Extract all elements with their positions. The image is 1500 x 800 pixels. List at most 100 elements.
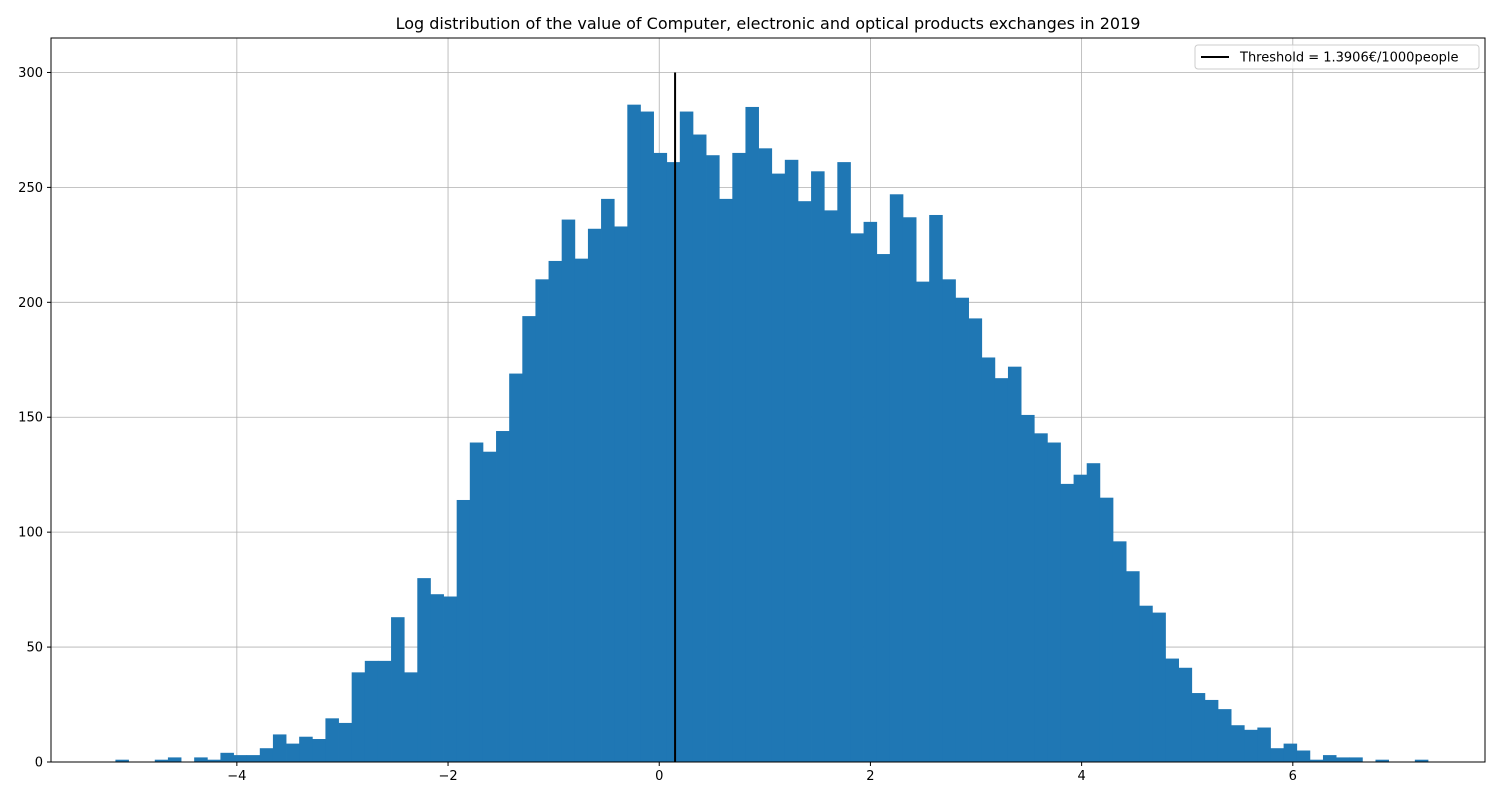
histogram-bar [469, 442, 484, 762]
histogram-bar [561, 219, 576, 763]
histogram-bar [1073, 474, 1088, 762]
histogram-bar [758, 148, 773, 763]
y-tick-label: 200 [18, 296, 43, 311]
histogram-bar [863, 221, 878, 762]
histogram-bar [220, 752, 234, 762]
histogram-bar [1007, 366, 1022, 762]
histogram-bar [1047, 442, 1061, 762]
histogram-bar [404, 672, 418, 762]
histogram-bar [706, 155, 720, 762]
histogram-bar [548, 260, 563, 762]
histogram-bar [1099, 497, 1114, 762]
histogram-bar [876, 254, 891, 763]
histogram-bar [994, 378, 1009, 762]
histogram-bar [351, 672, 366, 762]
histogram-bar [929, 214, 943, 762]
histogram-bar [587, 228, 602, 762]
x-tick-label: 4 [1077, 769, 1085, 784]
histogram-bar [194, 757, 208, 762]
histogram-bar [299, 736, 313, 762]
histogram-bar [233, 755, 248, 762]
histogram-bar [824, 210, 838, 762]
histogram-bar [338, 722, 353, 762]
histogram-bar [115, 759, 129, 762]
histogram-bar [601, 198, 615, 762]
histogram-bar [496, 431, 510, 762]
y-tick-label: 50 [26, 641, 43, 656]
histogram-bar [1270, 748, 1284, 762]
legend: Threshold = 1.3906€/1000people [1194, 44, 1480, 70]
x-tick-label: 2 [866, 769, 874, 784]
histogram-bar [968, 318, 983, 762]
histogram-bar [1244, 729, 1258, 762]
histogram-bar [850, 233, 864, 762]
histogram-bar [916, 281, 930, 762]
histogram-bar [1322, 755, 1337, 762]
histogram-bar [1152, 612, 1166, 762]
histogram-bar [942, 279, 956, 762]
histogram-bar [1204, 699, 1219, 762]
histogram-bar [1349, 757, 1363, 762]
histogram-bar [1336, 757, 1350, 762]
histogram-bar [272, 734, 287, 762]
histogram-bar [745, 106, 759, 762]
histogram-bar [1060, 483, 1074, 762]
histogram-bar [627, 104, 641, 762]
histogram-bar [797, 201, 812, 762]
histogram-bar [981, 357, 996, 762]
histogram-bar [1414, 759, 1429, 762]
histogram-bar [614, 226, 628, 762]
histogram-bar [666, 162, 681, 763]
histogram-bar [732, 152, 746, 762]
histogram-bar [1034, 433, 1048, 762]
y-tick-label: 300 [18, 66, 43, 81]
histogram-bar [1021, 414, 1035, 762]
histogram-bar [377, 660, 392, 762]
histogram-bar [640, 111, 654, 763]
histogram-bar [1126, 571, 1140, 762]
histogram-bar [771, 173, 786, 763]
histogram-bar [1309, 759, 1324, 762]
histogram-bar [312, 739, 326, 762]
y-tick-label: 100 [18, 526, 43, 541]
histogram-bar [1375, 759, 1390, 762]
histogram-bar [443, 596, 458, 762]
histogram-bar [902, 217, 917, 762]
histogram-bar [167, 757, 182, 762]
histogram-bar [430, 594, 444, 762]
x-tick-label: 0 [655, 769, 663, 784]
histogram-bar [1165, 658, 1179, 762]
x-tick-label: −2 [438, 769, 457, 784]
axis-ticks: −4 −2 0 2 4 6 0 50 100 150 200 250 300 [18, 66, 1297, 784]
histogram-bar [482, 451, 497, 762]
histogram-bar [1231, 725, 1245, 762]
y-tick-label: 250 [18, 181, 43, 196]
histogram-bar [1217, 709, 1232, 762]
histogram-bar [1086, 463, 1101, 762]
histogram-bar [325, 718, 339, 762]
histogram-bar [535, 279, 549, 762]
histogram-bar [259, 748, 274, 762]
histogram-bar [679, 111, 694, 763]
y-tick-label: 150 [18, 411, 43, 426]
histogram-bar [207, 759, 221, 762]
histogram-bar [1283, 743, 1298, 762]
histogram-bar [574, 258, 589, 762]
histogram-bar [784, 159, 799, 763]
histogram-bar [719, 198, 733, 762]
chart-title: Log distribution of the value of Compute… [396, 14, 1141, 33]
histogram-bar [1112, 541, 1127, 762]
histogram-bar [811, 171, 825, 763]
histogram-bar [364, 660, 379, 762]
histogram-bar [154, 759, 169, 762]
histogram-bar [653, 152, 668, 762]
histogram-bars [115, 104, 1429, 763]
x-tick-label: −4 [227, 769, 246, 784]
histogram-bar [889, 194, 904, 763]
histogram-bar [1257, 727, 1271, 762]
histogram-bar [246, 755, 261, 762]
histogram-bar [456, 499, 471, 762]
histogram-bar [522, 316, 536, 762]
legend-box [1194, 44, 1480, 70]
